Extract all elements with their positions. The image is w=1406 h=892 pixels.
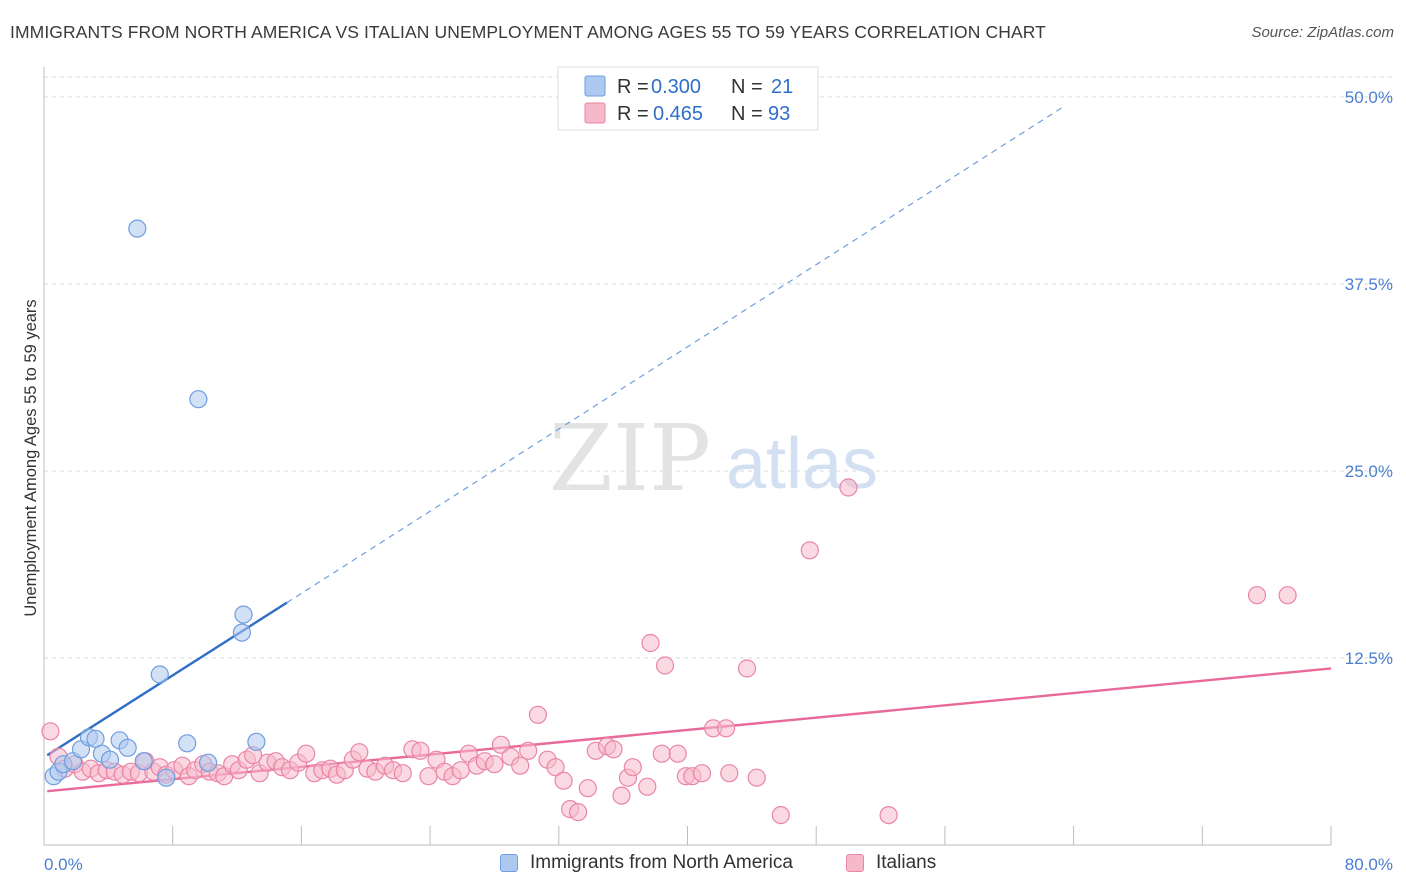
point-blue-10	[118, 738, 137, 757]
point-blue-18	[232, 623, 251, 642]
point-pink-79	[668, 744, 687, 763]
point-blue-19	[234, 605, 253, 624]
legend-n-value-blue: 21	[771, 76, 793, 98]
point-pink-71	[604, 740, 623, 759]
point-blue-15	[178, 734, 197, 753]
point-pink-86	[737, 659, 757, 678]
legend-swatch-italians	[846, 854, 864, 872]
legend-n-label-blue: N =	[731, 76, 763, 98]
point-pink-93	[1278, 586, 1297, 605]
point-pink-72	[612, 786, 631, 805]
y-tick-label-1: 25.0%	[1345, 462, 1393, 481]
point-pink-61	[519, 741, 538, 760]
source-label: Source: ZipAtlas.com	[1251, 24, 1394, 41]
point-pink-0	[41, 722, 60, 741]
point-blue-17	[199, 753, 218, 772]
point-pink-67	[568, 802, 588, 822]
point-pink-41	[350, 743, 369, 762]
gridlines	[44, 76, 1394, 659]
point-blue-20	[247, 732, 266, 751]
point-pink-92	[1247, 586, 1267, 605]
point-pink-49	[419, 767, 438, 786]
point-pink-57	[485, 755, 504, 774]
point-blue-12	[128, 219, 147, 238]
point-pink-46	[393, 764, 412, 783]
y-tick-label-3: 50.0%	[1345, 88, 1393, 107]
series-legend: Immigrants from North America Italians	[0, 852, 1406, 878]
point-pink-64	[546, 758, 565, 777]
data-points	[41, 219, 1297, 825]
y-axis-title: Unemployment Among Ages 55 to 59 years	[22, 299, 40, 616]
legend-r-value-pink: 0.465	[653, 103, 703, 125]
point-pink-84	[716, 719, 736, 738]
legend-swatch-blue	[584, 75, 606, 97]
x-tick-labels: 0.0% 80.0%	[44, 855, 1393, 874]
point-blue-8	[100, 750, 120, 769]
stats-legend: R = 0.300 N = 21 R = 0.465 N = 93	[557, 66, 819, 131]
point-pink-89	[800, 541, 819, 560]
point-pink-76	[641, 633, 660, 653]
trend-line-blue-extension	[286, 106, 1063, 604]
y-tick-label-0: 12.5%	[1345, 649, 1393, 668]
point-pink-60	[511, 756, 530, 775]
legend-n-value-pink: 93	[768, 103, 790, 125]
legend-r-label-blue: R =	[617, 76, 649, 98]
watermark: ZIP atlas	[549, 405, 878, 512]
point-pink-77	[652, 744, 671, 763]
point-pink-34	[297, 744, 316, 763]
legend-item-north-america: Immigrants from North America	[500, 852, 793, 874]
point-pink-53	[451, 761, 470, 780]
axes	[43, 67, 1332, 846]
point-pink-85	[720, 764, 739, 783]
point-blue-13	[150, 665, 169, 684]
point-blue-14	[157, 768, 176, 787]
point-pink-78	[655, 656, 675, 675]
point-pink-58	[491, 735, 510, 754]
point-pink-62	[528, 705, 548, 724]
legend-item-italians: Italians	[846, 852, 936, 874]
point-pink-87	[747, 768, 766, 787]
point-pink-82	[692, 764, 712, 783]
point-pink-88	[771, 805, 790, 825]
legend-r-label-pink: R =	[617, 103, 649, 125]
legend-n-label-pink: N =	[731, 103, 763, 125]
point-blue-16	[189, 390, 208, 409]
x-tick-label-min: 0.0%	[44, 855, 83, 874]
legend-label-north-america: Immigrants from North America	[530, 852, 793, 873]
legend-r-value-blue: 0.300	[651, 76, 701, 98]
watermark-zip: ZIP	[549, 405, 711, 512]
legend-swatch-north-america	[500, 854, 518, 872]
point-pink-74	[623, 758, 642, 777]
point-pink-75	[638, 777, 657, 796]
point-pink-48	[411, 741, 430, 760]
legend-label-italians: Italians	[876, 852, 937, 873]
point-pink-68	[578, 779, 597, 798]
point-pink-90	[839, 478, 858, 497]
legend-swatch-pink	[584, 102, 606, 124]
point-pink-65	[554, 771, 573, 790]
y-tick-label-2: 37.5%	[1345, 275, 1393, 294]
y-tick-labels: 12.5% 25.0% 37.5% 50.0%	[1345, 88, 1393, 668]
chart-title: IMMIGRANTS FROM NORTH AMERICA VS ITALIAN…	[10, 22, 1046, 42]
point-blue-11	[134, 752, 153, 771]
x-tick-label-max: 80.0%	[1345, 855, 1393, 874]
point-pink-91	[879, 805, 898, 825]
